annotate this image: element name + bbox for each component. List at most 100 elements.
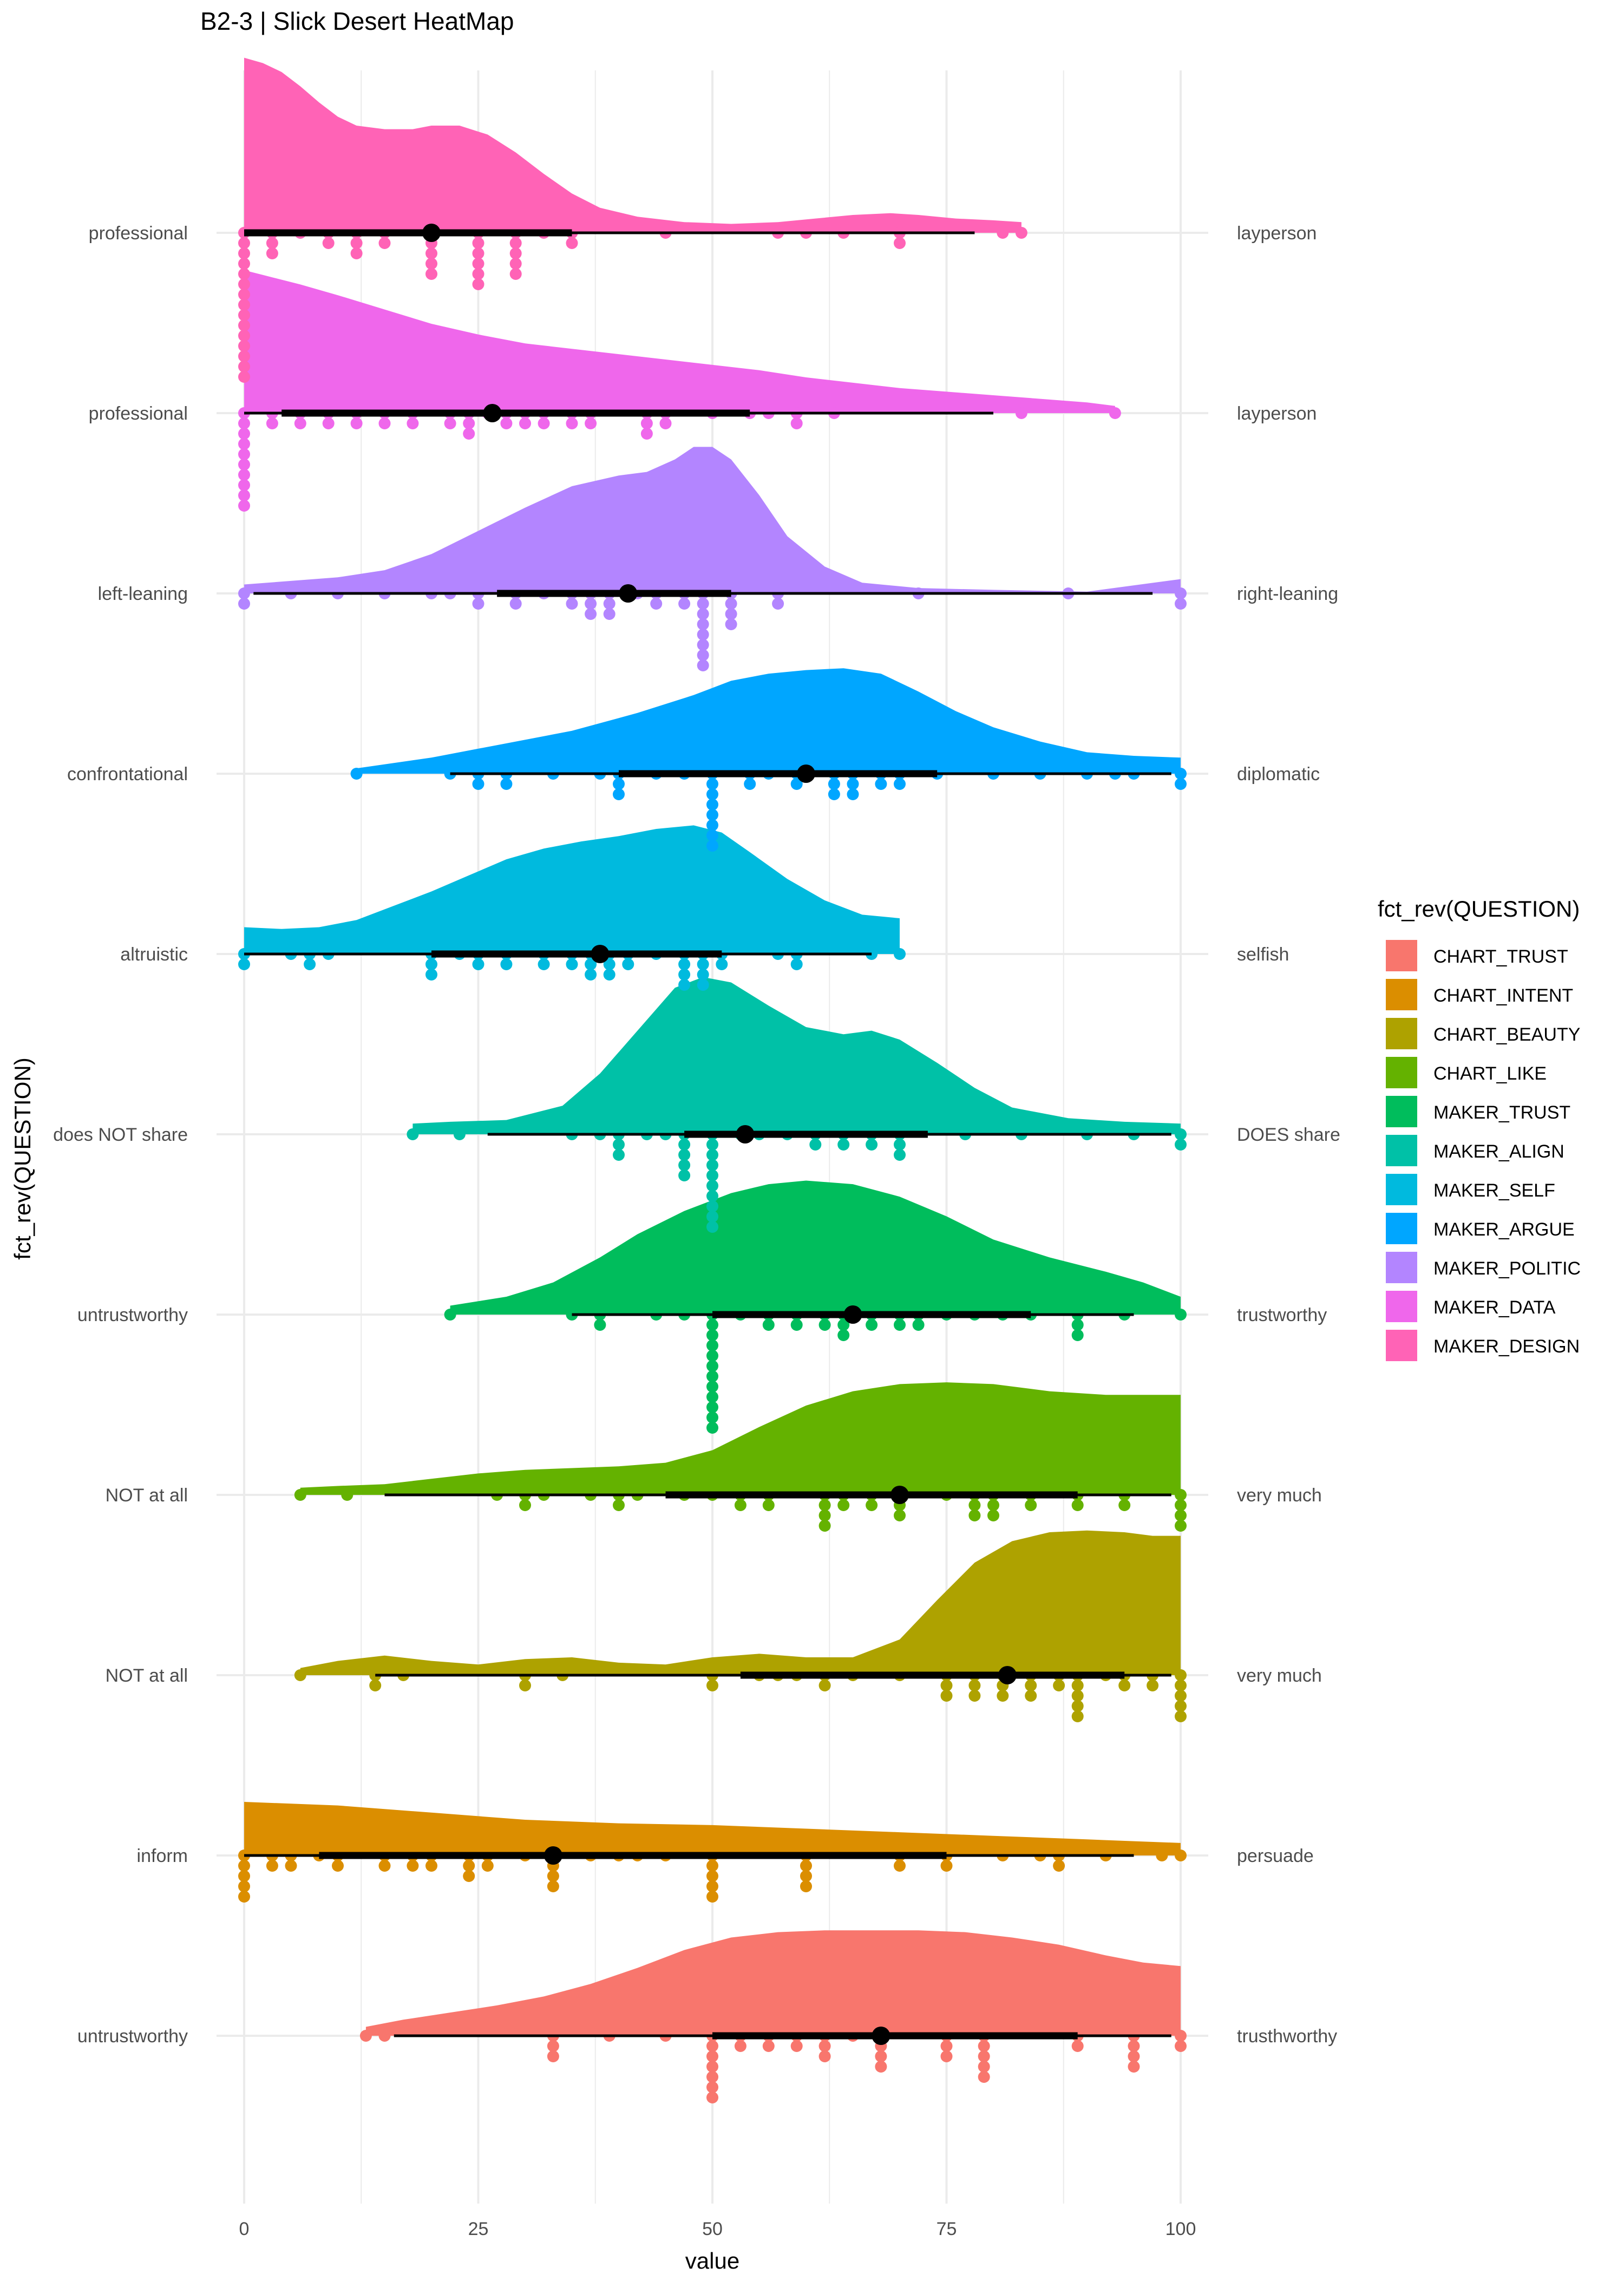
rain-point [1147, 1680, 1159, 1691]
left-category-label: professional [89, 403, 188, 424]
rain-point [697, 969, 709, 981]
median-point [591, 945, 610, 963]
rain-point [940, 1860, 953, 1872]
x-tick-label: 25 [468, 2219, 489, 2239]
rain-point [1175, 1489, 1187, 1501]
rain-point [622, 958, 634, 970]
rain-point [837, 1139, 850, 1151]
rain-point [519, 1499, 531, 1511]
rain-point [706, 809, 718, 821]
rain-point [1071, 1680, 1084, 1691]
rain-point [585, 417, 597, 429]
rain-point [425, 247, 437, 259]
rain-point [238, 1870, 250, 1882]
rain-point [538, 417, 550, 429]
rain-point [1025, 1690, 1037, 1702]
rain-point [997, 227, 1009, 239]
rain-point [706, 829, 718, 841]
rain-point [463, 417, 475, 429]
left-category-label: untrustworthy [77, 2026, 188, 2047]
rain-point [472, 237, 484, 249]
rain-point [294, 1669, 306, 1681]
rain-point [987, 1510, 999, 1521]
rain-point [509, 247, 522, 259]
rain-point [547, 1880, 559, 1892]
rain-point [285, 1860, 297, 1872]
left-category-label: inform [137, 1846, 188, 1866]
rain-point [1175, 2040, 1187, 2052]
x-tick-labels: 0 25 50 75 100 [239, 2219, 1196, 2239]
rain-point [444, 1309, 456, 1321]
rain-point [1071, 1700, 1084, 1712]
legend-label: CHART_BEAUTY [1433, 1024, 1580, 1045]
left-category-label: left-leaning [98, 584, 188, 604]
rain-point [706, 1180, 718, 1192]
rain-point [603, 958, 615, 970]
rain-point [866, 1319, 878, 1331]
rain-point [266, 1860, 278, 1872]
rain-point [585, 598, 597, 610]
rain-point [818, 1499, 831, 1511]
legend-swatch [1386, 1213, 1417, 1244]
legend-swatch [1386, 1096, 1417, 1127]
rain-point [968, 1680, 981, 1691]
rain-point [1118, 1680, 1131, 1691]
rain-point [407, 417, 419, 429]
rain-point [706, 1339, 718, 1351]
right-category-label: very much [1237, 1665, 1322, 1686]
rain-point [594, 1319, 606, 1331]
density-cloud [244, 825, 900, 954]
rain-point [1175, 587, 1187, 599]
rain-point [706, 1329, 718, 1341]
rain-point [1071, 1710, 1084, 1722]
rain-point [613, 778, 625, 790]
rain-point [1175, 598, 1187, 610]
rain-point [1071, 1690, 1084, 1702]
rain-point [238, 299, 250, 311]
rain-point [547, 1870, 559, 1882]
x-tick-label: 0 [239, 2219, 250, 2239]
x-tick-label: 75 [937, 2219, 957, 2239]
median-point [843, 1305, 862, 1324]
legend: fct_rev(QUESTION) CHART_TRUST CHART_INTEN… [1378, 896, 1581, 1361]
rain-point [968, 1510, 981, 1521]
rain-point [294, 417, 306, 429]
rain-point [566, 958, 578, 970]
rain-point [425, 969, 437, 981]
rain-point [734, 1499, 746, 1511]
rain-point [603, 608, 615, 620]
rain-point [238, 469, 250, 481]
rain-point [678, 1159, 691, 1171]
density-cloud [244, 57, 1021, 233]
rain-point [1175, 1520, 1187, 1532]
rain-point [472, 598, 484, 610]
density-cloud [412, 977, 1181, 1134]
rain-point [706, 1391, 718, 1403]
rain-point [238, 247, 250, 259]
rain-point [425, 1860, 437, 1872]
rain-point [238, 361, 250, 373]
rain-point [613, 1499, 625, 1511]
rain-point [940, 2050, 953, 2062]
rain-point [238, 350, 250, 362]
rain-point [350, 237, 363, 249]
right-category-label: selfish [1237, 944, 1289, 965]
rain-point [472, 247, 484, 259]
rain-point [706, 2050, 718, 2062]
rain-point [238, 479, 250, 491]
rain-point [697, 629, 709, 641]
rain-point [762, 2040, 775, 2052]
rain-point [1175, 1850, 1187, 1861]
rain-point [894, 1319, 906, 1331]
right-category-label: diplomatic [1237, 764, 1320, 785]
rain-point [1025, 1499, 1037, 1511]
rain-point [650, 598, 663, 610]
rain-point [968, 1499, 981, 1511]
rain-point [697, 958, 709, 970]
rain-point [697, 659, 709, 671]
rain-point [940, 1690, 953, 1702]
rain-point [238, 500, 250, 512]
rain-point [350, 768, 363, 780]
rain-point [238, 309, 250, 321]
rain-point [1118, 1499, 1131, 1511]
